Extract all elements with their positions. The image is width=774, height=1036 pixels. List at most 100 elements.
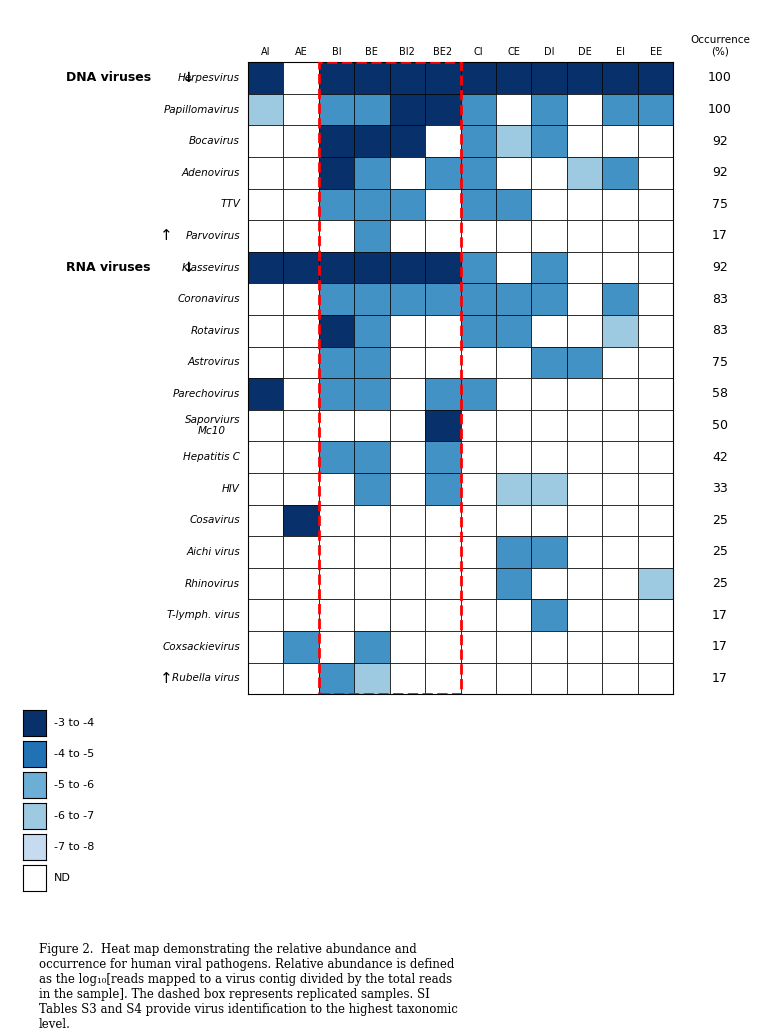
Bar <box>496 472 532 505</box>
Text: Coxsackievirus: Coxsackievirus <box>163 641 240 652</box>
Bar <box>602 156 638 189</box>
Bar <box>602 410 638 441</box>
Bar <box>532 472 567 505</box>
Bar <box>602 599 638 631</box>
Bar <box>319 378 354 410</box>
Bar <box>602 189 638 221</box>
Bar <box>461 252 496 283</box>
Bar <box>461 631 496 663</box>
Bar <box>567 189 602 221</box>
Bar <box>319 252 354 283</box>
Text: Hepatitis C: Hepatitis C <box>183 452 240 462</box>
Bar <box>425 378 461 410</box>
Bar <box>532 220 567 252</box>
Bar <box>425 252 461 283</box>
Text: -7 to -8: -7 to -8 <box>54 842 94 852</box>
Bar <box>389 631 425 663</box>
Bar <box>638 125 673 157</box>
Text: 92: 92 <box>712 166 728 179</box>
Text: 17: 17 <box>712 608 728 622</box>
Bar <box>319 631 354 663</box>
Text: 83: 83 <box>712 292 728 306</box>
Text: Rubella virus: Rubella virus <box>173 673 240 684</box>
Bar <box>283 252 319 283</box>
Bar <box>248 62 283 94</box>
Bar <box>567 346 602 378</box>
Bar <box>283 62 319 94</box>
Text: Bocavirus: Bocavirus <box>189 136 240 146</box>
Bar <box>638 378 673 410</box>
Bar <box>461 378 496 410</box>
Bar <box>638 189 673 221</box>
Bar <box>354 599 389 631</box>
Text: BI: BI <box>331 47 341 57</box>
Bar <box>425 94 461 125</box>
Bar <box>425 599 461 631</box>
Bar <box>389 220 425 252</box>
Bar <box>638 505 673 537</box>
Text: 100: 100 <box>708 103 731 116</box>
Text: T-lymph. virus: T-lymph. virus <box>167 610 240 621</box>
Bar <box>461 568 496 599</box>
Text: 92: 92 <box>712 261 728 275</box>
Bar <box>532 631 567 663</box>
Bar <box>389 663 425 694</box>
Bar <box>638 410 673 441</box>
Text: Papillomavirus: Papillomavirus <box>164 105 240 115</box>
Bar <box>567 505 602 537</box>
Bar <box>567 220 602 252</box>
Bar <box>354 537 389 568</box>
Bar <box>461 346 496 378</box>
Bar <box>319 663 354 694</box>
Bar <box>602 505 638 537</box>
Bar <box>532 125 567 157</box>
Text: 75: 75 <box>712 198 728 211</box>
Bar <box>354 410 389 441</box>
Bar <box>248 599 283 631</box>
Bar <box>354 156 389 189</box>
Bar <box>602 537 638 568</box>
Bar <box>248 94 283 125</box>
Bar <box>354 378 389 410</box>
Bar <box>283 156 319 189</box>
Text: CE: CE <box>507 47 520 57</box>
Bar <box>283 663 319 694</box>
Bar <box>638 663 673 694</box>
Bar <box>602 346 638 378</box>
Text: TTV: TTV <box>220 199 240 209</box>
Bar <box>496 410 532 441</box>
Bar <box>319 472 354 505</box>
Text: Parechovirus: Parechovirus <box>173 388 240 399</box>
Text: 17: 17 <box>712 671 728 685</box>
Bar <box>638 156 673 189</box>
Bar <box>496 125 532 157</box>
Bar <box>425 220 461 252</box>
Text: CI: CI <box>474 47 483 57</box>
Bar <box>461 441 496 472</box>
Bar <box>496 346 532 378</box>
Bar <box>319 283 354 315</box>
Bar <box>496 663 532 694</box>
Bar <box>461 410 496 441</box>
Bar <box>602 663 638 694</box>
Text: Rhinovirus: Rhinovirus <box>185 578 240 588</box>
Bar <box>602 378 638 410</box>
Bar <box>602 62 638 94</box>
Bar <box>461 94 496 125</box>
Text: EE: EE <box>649 47 662 57</box>
Bar <box>532 156 567 189</box>
Bar <box>425 125 461 157</box>
Text: HIV: HIV <box>222 484 240 494</box>
Bar <box>319 125 354 157</box>
Text: ↓: ↓ <box>182 70 194 85</box>
Bar <box>567 283 602 315</box>
Bar <box>283 189 319 221</box>
Bar <box>496 189 532 221</box>
Bar <box>532 410 567 441</box>
Text: AI: AI <box>261 47 270 57</box>
Bar <box>354 472 389 505</box>
Bar <box>283 537 319 568</box>
Text: RNA viruses: RNA viruses <box>66 261 151 275</box>
Bar <box>567 472 602 505</box>
Bar <box>567 568 602 599</box>
